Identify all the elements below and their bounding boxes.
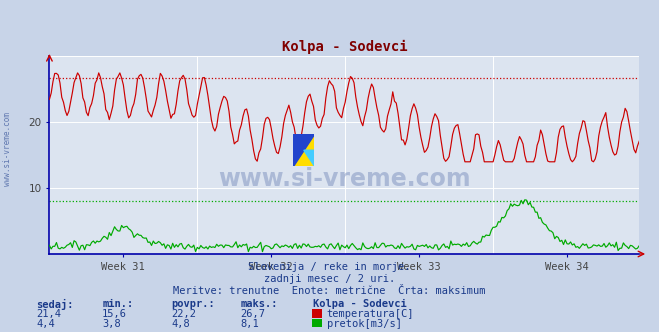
Text: 22,2: 22,2 xyxy=(171,309,196,319)
Text: sedaj:: sedaj: xyxy=(36,299,74,310)
Text: 3,8: 3,8 xyxy=(102,319,121,329)
Polygon shape xyxy=(304,150,314,166)
Text: www.si-vreme.com: www.si-vreme.com xyxy=(3,113,13,186)
Text: 15,6: 15,6 xyxy=(102,309,127,319)
Text: zadnji mesec / 2 uri.: zadnji mesec / 2 uri. xyxy=(264,274,395,284)
Text: Kolpa - Sodevci: Kolpa - Sodevci xyxy=(313,299,407,309)
Text: 4,8: 4,8 xyxy=(171,319,190,329)
Text: www.si-vreme.com: www.si-vreme.com xyxy=(218,167,471,191)
Text: Meritve: trenutne  Enote: metrične  Črta: maksimum: Meritve: trenutne Enote: metrične Črta: … xyxy=(173,286,486,295)
Text: min.:: min.: xyxy=(102,299,133,309)
Polygon shape xyxy=(293,134,314,166)
Title: Kolpa - Sodevci: Kolpa - Sodevci xyxy=(281,40,407,54)
Text: 4,4: 4,4 xyxy=(36,319,55,329)
Text: 8,1: 8,1 xyxy=(241,319,259,329)
Text: temperatura[C]: temperatura[C] xyxy=(327,309,415,319)
Text: 21,4: 21,4 xyxy=(36,309,61,319)
Text: Slovenija / reke in morje.: Slovenija / reke in morje. xyxy=(248,262,411,272)
Text: 26,7: 26,7 xyxy=(241,309,266,319)
Text: maks.:: maks.: xyxy=(241,299,278,309)
Polygon shape xyxy=(293,134,314,166)
Text: pretok[m3/s]: pretok[m3/s] xyxy=(327,319,402,329)
Text: povpr.:: povpr.: xyxy=(171,299,215,309)
